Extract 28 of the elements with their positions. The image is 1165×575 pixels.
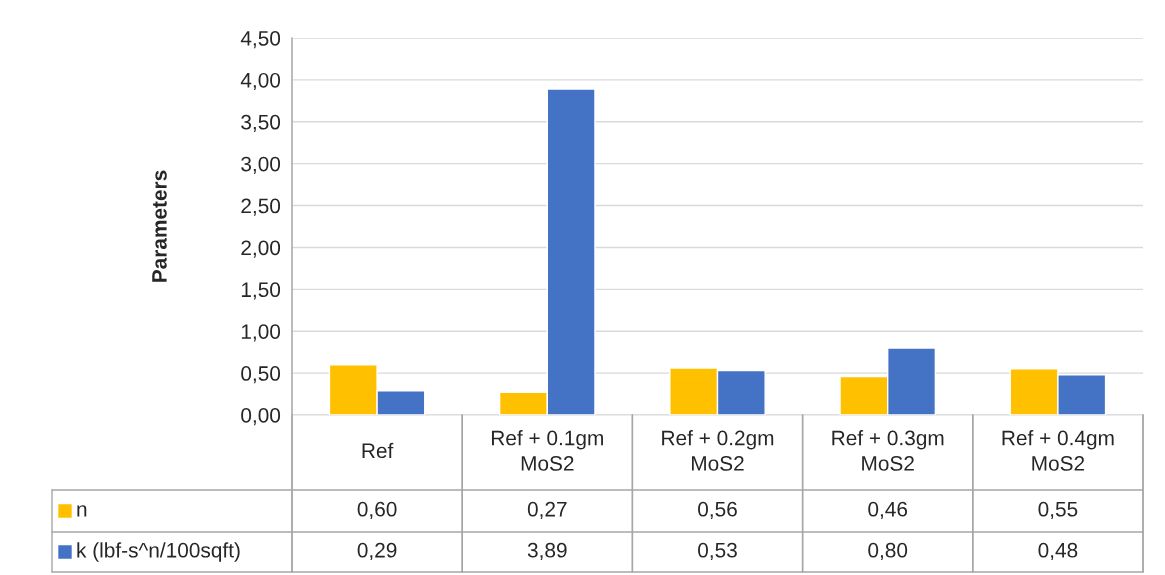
y-tick-label: 1,00 <box>241 324 281 342</box>
y-tick-label: 2,50 <box>241 198 281 216</box>
data-label: 0,80 <box>868 542 908 561</box>
x-tick-label: Ref <box>362 442 394 459</box>
y-tick-label: 3,50 <box>241 114 281 132</box>
y-tick-label: 3,00 <box>241 156 281 174</box>
x-tick-label: Ref + 0.1gm MoS2 <box>491 430 603 471</box>
data-label: 0,60 <box>357 501 397 520</box>
legend-label: k (lbf-s^n/100sqft) <box>77 542 240 562</box>
y-tick-label: 1,50 <box>241 282 281 300</box>
y-tick-label: 4,50 <box>240 31 281 49</box>
y-tick-label: 4,00 <box>240 72 281 91</box>
x-tick-label: Ref + 0.2gm MoS2 <box>662 430 774 471</box>
data-label: 0,29 <box>357 542 397 561</box>
legend-label: n <box>77 505 87 517</box>
x-tick-label: Ref + 0.3gm MoS2 <box>832 430 944 471</box>
y-axis-title: Parameters <box>152 170 167 282</box>
data-label: 0,55 <box>1038 501 1078 520</box>
data-label: 3,89 <box>527 542 567 561</box>
y-tick-label: 2,00 <box>241 240 281 258</box>
data-label: 0,27 <box>527 501 567 520</box>
data-label: 0,56 <box>698 501 737 520</box>
data-label: 0,48 <box>1038 542 1078 561</box>
data-label: 0,46 <box>868 501 908 520</box>
y-tick-label: 0,00 <box>241 408 281 426</box>
data-label: 0,53 <box>698 542 737 561</box>
y-tick-label: 0,50 <box>241 366 281 384</box>
x-tick-label: Ref + 0.4gm MoS2 <box>1002 430 1114 471</box>
